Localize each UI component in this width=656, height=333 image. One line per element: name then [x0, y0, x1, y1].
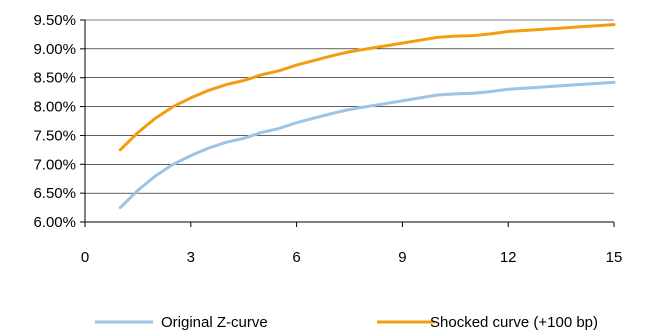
y-axis-ticks: 6.00% 6.50% 7.00% 7.50% 8.00% 8.50% 9.00% 9.50%	[33, 12, 85, 231]
x-tick-label: 15	[606, 249, 623, 266]
x-tick-label: 3	[187, 249, 195, 266]
legend: Original Z-curve Shocked curve (+100 bp)	[95, 314, 598, 331]
y-tick-label: 8.50%	[33, 70, 76, 87]
y-tick-label: 9.50%	[33, 12, 76, 29]
series-group	[118, 23, 616, 210]
y-tick-label: 7.00%	[33, 156, 76, 173]
x-tick-label: 6	[292, 249, 300, 266]
y-tick-label: 8.00%	[33, 99, 76, 116]
axes	[84, 20, 614, 223]
x-tick-label: 0	[81, 249, 89, 266]
y-tick-label: 7.50%	[33, 127, 76, 144]
x-tick-label: 12	[500, 249, 517, 266]
x-axis-ticks: 0 3 6 9 12 15	[81, 222, 623, 266]
series-line-shocked-curve	[118, 23, 616, 152]
y-tick-label: 6.00%	[33, 214, 76, 231]
legend-label-original-z-curve: Original Z-curve	[161, 314, 268, 331]
y-tick-label: 6.50%	[33, 185, 76, 202]
legend-label-shocked-curve: Shocked curve (+100 bp)	[430, 314, 598, 331]
x-tick-label: 9	[398, 249, 406, 266]
series-line-original-z-curve	[118, 80, 616, 210]
y-tick-label: 9.00%	[33, 41, 76, 58]
